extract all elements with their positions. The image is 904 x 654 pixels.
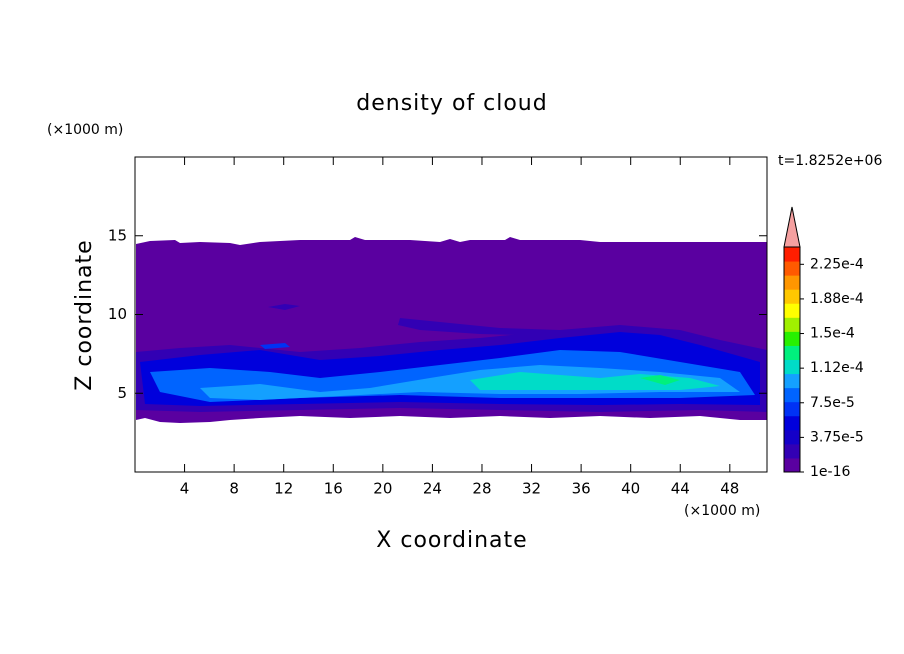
- contour-field: [136, 237, 767, 423]
- colorbar-tick-label: 1.12e-4: [810, 360, 864, 376]
- x-tick-label: 32: [522, 480, 541, 498]
- colorbar-tick-label: 3.75e-5: [810, 429, 864, 445]
- colorbar-extend: [783, 206, 801, 248]
- x-axis-label: X coordinate: [376, 528, 527, 553]
- colorbar-band: [784, 275, 800, 290]
- x-tick-label: 36: [572, 480, 591, 498]
- x-tick-label: 40: [621, 480, 640, 498]
- colorbar-band: [784, 247, 800, 262]
- colorbar-band: [784, 387, 800, 403]
- colorbar-frame: [783, 246, 801, 473]
- x-tick-label: 24: [423, 480, 442, 498]
- colorbar-band: [784, 345, 800, 360]
- y-axis-label: Z coordinate: [72, 239, 97, 390]
- y-tick-label: 15: [108, 226, 127, 244]
- y-unit: (×1000 m): [47, 122, 123, 138]
- colorbar-band: [784, 373, 800, 389]
- colorbar-band: [784, 303, 800, 318]
- colorbar-tick-label: 1.88e-4: [810, 291, 864, 307]
- colorbar-band: [784, 261, 800, 276]
- colorbar-band: [784, 359, 800, 375]
- colorbar-band: [784, 289, 800, 304]
- colorbar-band: [784, 331, 800, 346]
- y-tick-label: 10: [108, 305, 127, 323]
- colorbar-tick-label: 1e-16: [810, 464, 850, 480]
- x-tick-label: 16: [324, 480, 343, 498]
- colorbar-band: [784, 415, 800, 431]
- x-tick-label: 8: [229, 480, 239, 498]
- colorbar-tick-label: 2.25e-4: [810, 256, 864, 272]
- colorbar-band: [784, 317, 800, 332]
- colorbar-band: [784, 401, 800, 417]
- colorbar-band: [784, 443, 800, 459]
- x-tick-label: 28: [472, 480, 491, 498]
- chart-title: density of cloud: [356, 91, 547, 116]
- y-tick-label: 5: [117, 384, 127, 402]
- x-tick-label: 12: [274, 480, 293, 498]
- x-unit: (×1000 m): [684, 503, 760, 519]
- colorbar-band: [784, 457, 800, 473]
- colorbar-tick-label: 7.5e-5: [810, 395, 855, 411]
- x-tick-label: 44: [671, 480, 690, 498]
- colorbar-band: [784, 429, 800, 445]
- x-tick-label: 48: [720, 480, 739, 498]
- time-label: t=1.8252e+06: [778, 153, 882, 169]
- x-tick-label: 20: [373, 480, 392, 498]
- colorbar-tick-label: 1.5e-4: [810, 326, 855, 342]
- x-tick-label: 4: [180, 480, 190, 498]
